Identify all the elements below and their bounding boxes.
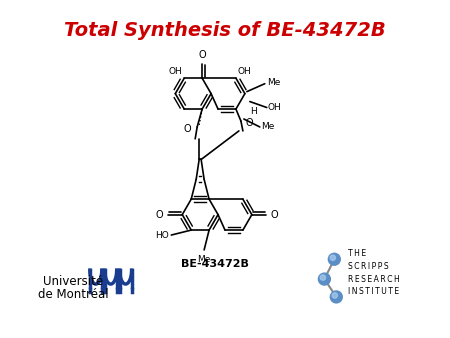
Text: O: O xyxy=(271,210,279,220)
Text: O: O xyxy=(156,210,163,220)
Text: Me: Me xyxy=(198,255,211,264)
Text: O: O xyxy=(184,124,191,134)
Text: Me: Me xyxy=(267,78,280,87)
Text: OH: OH xyxy=(238,67,252,76)
Circle shape xyxy=(332,293,338,298)
Circle shape xyxy=(319,273,330,285)
Text: HO: HO xyxy=(156,231,169,240)
Circle shape xyxy=(328,253,340,265)
Circle shape xyxy=(320,275,326,280)
Text: OH: OH xyxy=(268,103,282,112)
Text: BE-43472B: BE-43472B xyxy=(181,259,249,269)
Text: Total Synthesis of BE-43472B: Total Synthesis of BE-43472B xyxy=(64,21,386,40)
Text: O: O xyxy=(198,50,206,60)
Text: O: O xyxy=(246,118,253,128)
Circle shape xyxy=(330,291,342,303)
Text: OH: OH xyxy=(168,67,182,76)
Text: Université: Université xyxy=(43,274,103,288)
Text: R E S E A R C H: R E S E A R C H xyxy=(348,274,400,284)
Circle shape xyxy=(330,255,336,261)
Text: Me: Me xyxy=(261,122,274,131)
Text: de Montréal: de Montréal xyxy=(38,288,108,301)
Text: S C R I P P S: S C R I P P S xyxy=(348,262,389,271)
Text: H: H xyxy=(250,106,256,116)
Text: I N S T I T U T E: I N S T I T U T E xyxy=(348,288,399,296)
Text: T H E: T H E xyxy=(348,249,366,258)
